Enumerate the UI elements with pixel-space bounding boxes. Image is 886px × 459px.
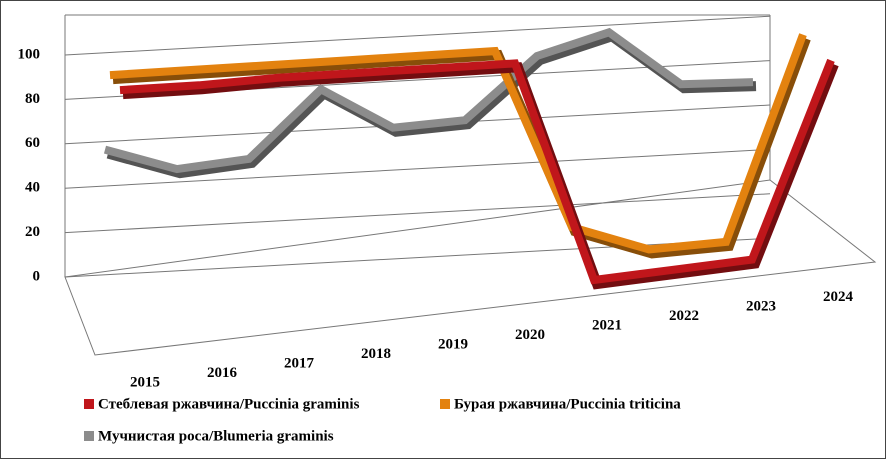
y-tick-label: 100 (18, 46, 41, 62)
y-tick-label: 60 (25, 135, 40, 151)
legend-swatch (84, 431, 94, 441)
line-shadow (112, 36, 811, 259)
grid-line (64, 15, 771, 56)
legend-text: Стеблевая ржавчина/Puccinia graminis (98, 396, 360, 412)
x-tick-label: 2023 (746, 298, 776, 314)
y-tick-label: 0 (33, 268, 41, 284)
grid-line (64, 237, 771, 278)
line (119, 58, 835, 285)
y-tick-label: 40 (25, 180, 40, 196)
line (109, 33, 807, 254)
line-shadow (122, 62, 839, 290)
x-tick-label: 2015 (130, 374, 160, 390)
legend-text: Бурая ржавчина/Puccinia triticina (454, 396, 681, 412)
grid-line (64, 148, 771, 189)
legend-swatch (84, 399, 94, 409)
legend-text: Мучнистая роса/Blumeria graminis (98, 428, 334, 444)
legend-swatch (440, 399, 450, 409)
x-tick-label: 2022 (669, 308, 699, 324)
x-tick-label: 2018 (361, 346, 391, 362)
x-tick-label: 2024 (823, 289, 854, 305)
line (103, 27, 754, 174)
y-tick-label: 80 (25, 91, 40, 107)
x-tick-label: 2017 (284, 355, 315, 371)
x-tick-label: 2019 (438, 336, 468, 352)
x-tick-label: 2021 (592, 317, 622, 333)
y-tick-label: 20 (25, 224, 40, 240)
floor (64, 179, 877, 356)
grid-line (64, 193, 771, 234)
x-tick-label: 2016 (207, 365, 238, 381)
x-tick-label: 2020 (515, 327, 545, 343)
